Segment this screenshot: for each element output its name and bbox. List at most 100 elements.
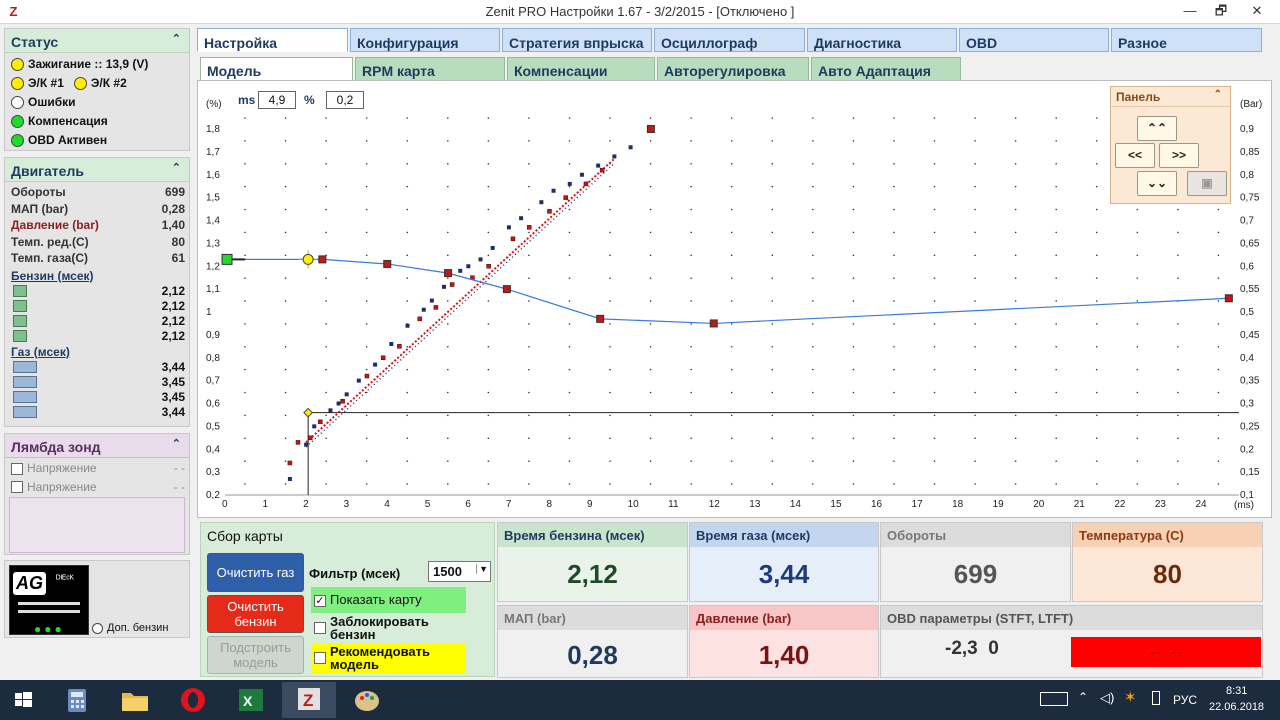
fit-model-button[interactable]: Подстроить модель (207, 636, 304, 674)
grid-dot (406, 300, 409, 302)
show-map-option[interactable]: ✓ Показать карту (311, 587, 466, 613)
status-errors[interactable]: Ошибки (5, 93, 189, 112)
petrol-row: 2,12 (5, 314, 189, 329)
start-button[interactable] (0, 682, 46, 718)
gas-row: 3,45 (5, 390, 189, 405)
grid-dot (649, 300, 652, 302)
clipboard-icon[interactable]: ▣ (1187, 171, 1227, 196)
grid-dot (812, 460, 814, 462)
keyboard-icon[interactable] (1040, 692, 1068, 706)
file-explorer-taskbar-icon[interactable] (108, 682, 162, 718)
tab-main-6[interactable]: OBD (959, 28, 1109, 52)
tab-sub-3[interactable]: Компенсации (507, 57, 655, 81)
grid-dot (649, 460, 652, 462)
grid-dot (1217, 345, 1220, 348)
language-indicator[interactable]: РУС (1173, 693, 1198, 707)
excel-taskbar-icon[interactable]: X (224, 682, 278, 718)
clock-date[interactable]: 22.06.2018 (1209, 701, 1265, 713)
temperature-value: 80 (1153, 559, 1182, 589)
scroll-up-button[interactable]: ⌃⌃ (1137, 116, 1177, 141)
recommend-model-option[interactable]: Рекомендовать модель (311, 643, 466, 673)
opera-taskbar-icon[interactable] (166, 682, 220, 718)
collapse-icon[interactable]: ⌃ (1213, 89, 1222, 100)
data-point-petrol (295, 440, 301, 445)
yellow-led-icon (11, 77, 24, 90)
petrol-row: 2,12 (5, 329, 189, 344)
white-led-icon (11, 96, 24, 109)
tab-sub-4[interactable]: Авторегулировка (657, 57, 809, 81)
collapse-icon[interactable]: ⌃ (171, 438, 181, 450)
grid-dot (406, 460, 409, 462)
grid-dot (528, 300, 530, 302)
tab-main-7[interactable]: Разное (1111, 28, 1262, 52)
grid-dot (690, 185, 692, 188)
dropdown-arrow-icon[interactable]: ▼ (476, 564, 488, 574)
grid-dot (852, 117, 855, 119)
grid-dot (487, 345, 490, 348)
grid-dot (1217, 391, 1220, 394)
y-tick-right: 0,2 (1240, 444, 1254, 455)
grid-dot (933, 460, 936, 462)
status-ignition: Зажигание :: 13,9 (V) (5, 55, 189, 74)
grid-dot (609, 231, 611, 234)
chevron-up-icon[interactable]: ⌃ (1078, 690, 1089, 704)
paint-taskbar-icon[interactable] (340, 682, 394, 718)
map-value: 0,28 (567, 640, 618, 670)
grid-dot (528, 460, 530, 462)
ms-value-field[interactable]: 4,9 (258, 91, 296, 109)
tab-main-4[interactable]: Осциллограф (654, 28, 805, 52)
grid-dot (974, 460, 976, 462)
volume-icon[interactable]: ◁) (1100, 690, 1115, 705)
recommend-model-checkbox[interactable] (314, 652, 326, 664)
tab-sub-5[interactable]: Авто Адаптация (811, 57, 961, 81)
minimize-button[interactable]: — (1183, 3, 1197, 18)
scroll-right-button[interactable]: >> (1159, 143, 1199, 168)
tab-sub-2[interactable]: RPM карта (355, 57, 505, 81)
avast-icon[interactable]: ✶ (1124, 689, 1137, 706)
lambda-checkbox[interactable] (11, 481, 23, 494)
close-button[interactable]: ✕ (1251, 3, 1263, 18)
grid-dot (244, 208, 246, 211)
grid-dot (974, 208, 976, 211)
battery-icon[interactable] (1152, 691, 1160, 705)
collapse-icon[interactable]: ⌃ (171, 33, 181, 45)
chart-svg[interactable]: 0,2 0,3 0,4 0,5 0,6 0,7 0,8 0,9 1 1,1 1,2 1,3 1,4 1,5… (198, 81, 1271, 517)
data-point-petrol (449, 282, 455, 287)
scroll-down-button[interactable]: ⌄⌄ (1137, 171, 1177, 196)
engine-row-gas-temp: Темп. газа(C) 61 (5, 251, 189, 268)
tab-main-5[interactable]: Диагностика (807, 28, 957, 52)
percent-value-field[interactable]: 0,2 (326, 91, 364, 109)
clear-gas-button[interactable]: Очистить газ (207, 553, 304, 592)
lambda-checkbox[interactable] (11, 462, 23, 475)
collapse-icon[interactable]: ⌃ (171, 162, 181, 174)
grid-dot (1217, 208, 1220, 211)
grid-dot (244, 140, 246, 142)
zenit-taskbar-icon[interactable]: Z (282, 682, 336, 718)
grid-dot (568, 414, 571, 417)
model-chart[interactable]: 0,2 0,3 0,4 0,5 0,6 0,7 0,8 0,9 1 1,1 1,2 1,3 1,4 1,5… (197, 80, 1272, 518)
maximize-button[interactable]: 🗗 (1214, 3, 1228, 18)
show-map-checkbox[interactable]: ✓ (314, 594, 326, 607)
tab-main-1[interactable]: Настройка (197, 28, 348, 52)
calculator-taskbar-icon[interactable] (50, 682, 104, 718)
grid-dot (365, 414, 368, 417)
grid-dot (1136, 254, 1139, 257)
clear-petrol-button[interactable]: Очистить бензин (207, 595, 304, 633)
status-label: Э/К #2 (90, 76, 127, 90)
grid-dot (487, 368, 490, 371)
grid-dot (487, 162, 490, 165)
grid-dot (893, 162, 895, 165)
filter-select[interactable]: 1500 ▼ (428, 561, 491, 582)
block-petrol-checkbox[interactable] (314, 622, 326, 634)
clock-time[interactable]: 8:31 (1226, 685, 1248, 697)
y-tick-left: 1,6 (206, 170, 220, 181)
grid-dot (487, 391, 490, 394)
grid-dot (244, 437, 246, 440)
tab-main-3[interactable]: Стратегия впрыска (502, 28, 652, 52)
tab-sub-1[interactable]: Модель (200, 57, 353, 81)
grid-dot (852, 437, 855, 440)
tab-main-2[interactable]: Конфигурация (350, 28, 500, 52)
grid-dot (771, 437, 774, 440)
scroll-left-button[interactable]: << (1115, 143, 1155, 168)
block-petrol-option[interactable]: Заблокировать бензин (311, 615, 466, 641)
